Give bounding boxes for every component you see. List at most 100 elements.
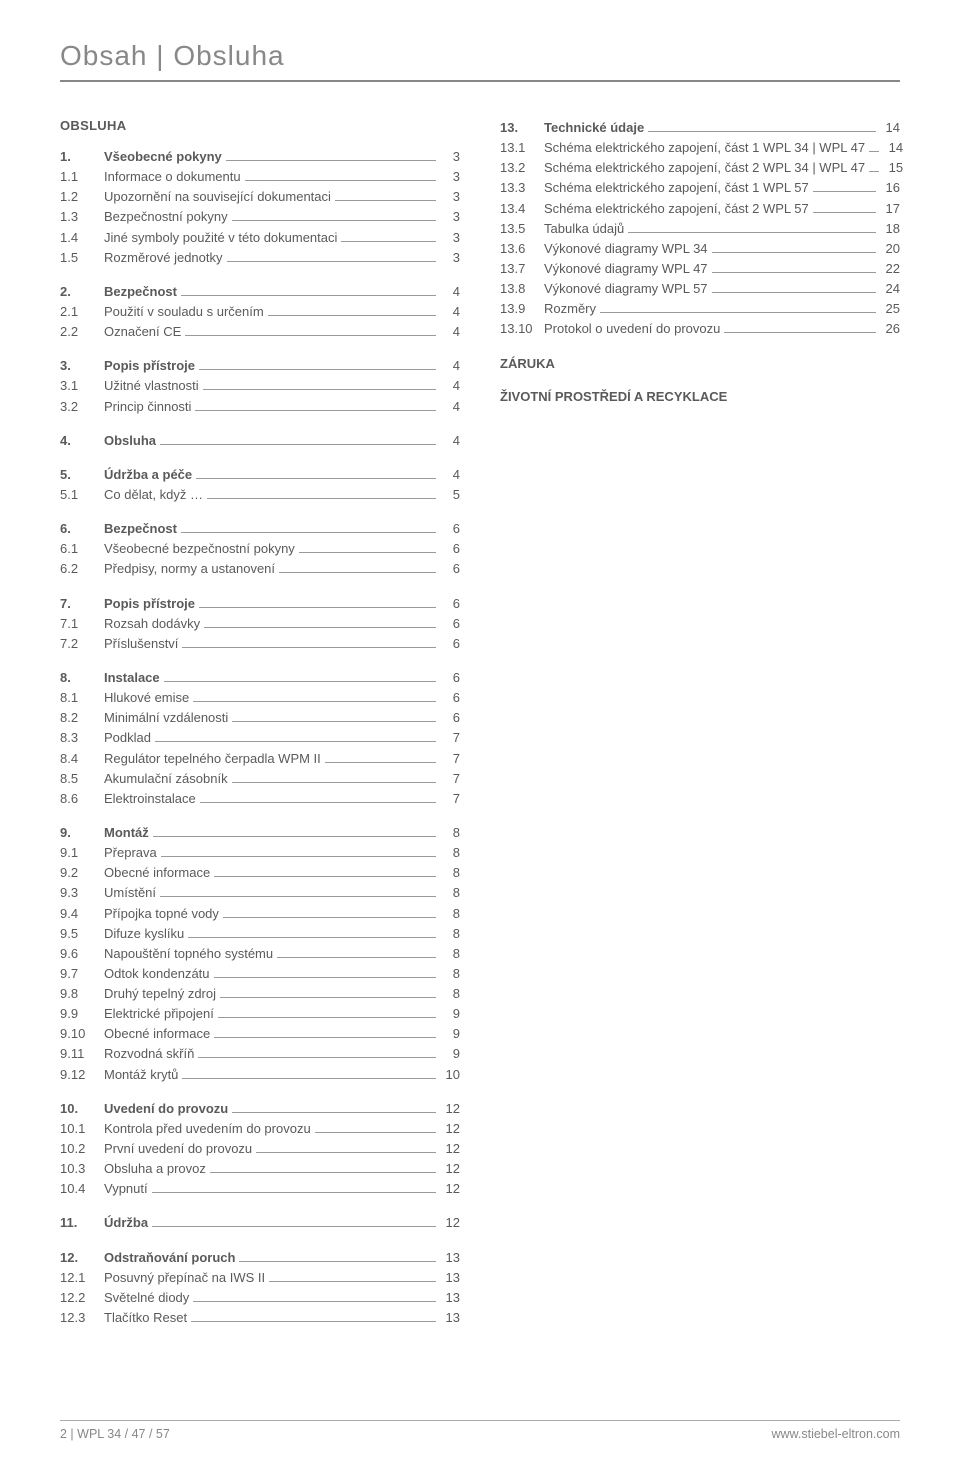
toc-number: 13.5: [500, 219, 544, 239]
toc-page: 6: [440, 559, 460, 579]
toc-number: 13.8: [500, 279, 544, 299]
toc-leader: [193, 1301, 436, 1302]
toc-page: 6: [440, 594, 460, 614]
toc-number: 9.12: [60, 1065, 104, 1085]
toc-leader: [256, 1152, 436, 1153]
toc-page: 8: [440, 984, 460, 1004]
toc-row: 13.Technické údaje14: [500, 118, 900, 138]
toc-page: 12: [440, 1179, 460, 1199]
toc-title: Podklad: [104, 728, 153, 748]
toc-row: 13.6Výkonové diagramy WPL 3420: [500, 239, 900, 259]
toc-number: 12.3: [60, 1308, 104, 1328]
toc-number: 13.6: [500, 239, 544, 259]
toc-page: 7: [440, 728, 460, 748]
toc-row: 8.2Minimální vzdálenosti6: [60, 708, 460, 728]
toc-number: 13.: [500, 118, 544, 138]
toc-page: 4: [440, 282, 460, 302]
toc-row: 9.8Druhý tepelný zdroj8: [60, 984, 460, 1004]
toc-title: Výkonové diagramy WPL 57: [544, 279, 710, 299]
toc-leader: [160, 896, 436, 897]
toc-title: Hlukové emise: [104, 688, 191, 708]
toc-leader: [299, 552, 436, 553]
toc-number: 13.1: [500, 138, 544, 158]
toc-title: Obsluha: [104, 431, 158, 451]
toc-leader: [195, 410, 436, 411]
toc-number: 3.: [60, 356, 104, 376]
toc-leader: [269, 1281, 436, 1282]
toc-page: 3: [440, 207, 460, 227]
toc-page: 6: [440, 688, 460, 708]
toc-leader: [648, 131, 876, 132]
toc-title: Rozvodná skříň: [104, 1044, 196, 1064]
toc-leader: [214, 1037, 436, 1038]
toc-leader: [239, 1261, 436, 1262]
toc-leader: [712, 272, 876, 273]
toc-title: Regulátor tepelného čerpadla WPM II: [104, 749, 323, 769]
toc-group: 11.Údržba12: [60, 1213, 460, 1233]
toc-row: 2.1Použití v souladu s určením4: [60, 302, 460, 322]
toc-title: Informace o dokumentu: [104, 167, 243, 187]
toc-title: Minimální vzdálenosti: [104, 708, 230, 728]
toc-row: 9.11Rozvodná skříň9: [60, 1044, 460, 1064]
toc-leader: [182, 647, 436, 648]
toc-page: 6: [440, 668, 460, 688]
toc-number: 9.8: [60, 984, 104, 1004]
toc-title: Světelné diody: [104, 1288, 191, 1308]
toc-leader: [600, 312, 876, 313]
toc-number: 2.: [60, 282, 104, 302]
toc-number: 9.3: [60, 883, 104, 903]
toc-title: Montáž: [104, 823, 151, 843]
toc-right-column: 13.Technické údaje1413.1Schéma elektrick…: [500, 118, 900, 1342]
toc-number: 9.2: [60, 863, 104, 883]
toc-page: 6: [440, 614, 460, 634]
toc-page: 7: [440, 749, 460, 769]
toc-number: 13.2: [500, 158, 544, 178]
toc-row: 9.5Difuze kyslíku8: [60, 924, 460, 944]
toc-leader: [341, 241, 436, 242]
toc-page: 8: [440, 823, 460, 843]
toc-page: 13: [440, 1268, 460, 1288]
toc-leader: [223, 917, 436, 918]
toc-number: 4.: [60, 431, 104, 451]
toc-title: Rozsah dodávky: [104, 614, 202, 634]
toc-number: 10.1: [60, 1119, 104, 1139]
toc-page: 4: [440, 302, 460, 322]
toc-row: 13.4Schéma elektrického zapojení, část 2…: [500, 199, 900, 219]
toc-row: 12.1Posuvný přepínač na IWS II13: [60, 1268, 460, 1288]
toc-leader: [153, 836, 436, 837]
toc-leader: [268, 315, 436, 316]
toc-page: 4: [440, 465, 460, 485]
toc-row: 9.12Montáž krytů10: [60, 1065, 460, 1085]
toc-page: 7: [440, 789, 460, 809]
toc-leader: [232, 220, 436, 221]
toc-leader: [232, 721, 436, 722]
toc-page: 12: [440, 1099, 460, 1119]
toc-row: 12.Odstraňování poruch13: [60, 1248, 460, 1268]
toc-row: 2.2Označení CE4: [60, 322, 460, 342]
toc-number: 1.4: [60, 228, 104, 248]
toc-row: 10.3Obsluha a provoz12: [60, 1159, 460, 1179]
toc-page: 4: [440, 397, 460, 417]
toc-title: Bezpečnost: [104, 519, 179, 539]
toc-page: 8: [440, 944, 460, 964]
toc-leader: [218, 1017, 436, 1018]
toc-title: Upozornění na související dokumentaci: [104, 187, 333, 207]
toc-page: 13: [440, 1288, 460, 1308]
toc-leader: [203, 389, 436, 390]
toc-row: 12.2Světelné diody13: [60, 1288, 460, 1308]
toc-row: 9.6Napouštění topného systému8: [60, 944, 460, 964]
toc-title: Napouštění topného systému: [104, 944, 275, 964]
toc-group: 12.Odstraňování poruch1312.1Posuvný přep…: [60, 1248, 460, 1329]
toc-page: 8: [440, 924, 460, 944]
toc-title: Difuze kyslíku: [104, 924, 186, 944]
toc-page: 8: [440, 964, 460, 984]
toc-page: 7: [440, 769, 460, 789]
toc-page: 16: [880, 178, 900, 198]
toc-leader: [245, 180, 436, 181]
toc-number: 8.3: [60, 728, 104, 748]
toc-title: Schéma elektrického zapojení, část 1 WPL…: [544, 178, 811, 198]
toc-title: Montáž krytů: [104, 1065, 180, 1085]
toc-page: 4: [440, 431, 460, 451]
toc-row: 3.Popis přístroje4: [60, 356, 460, 376]
toc-group: 4.Obsluha 4: [60, 431, 460, 451]
